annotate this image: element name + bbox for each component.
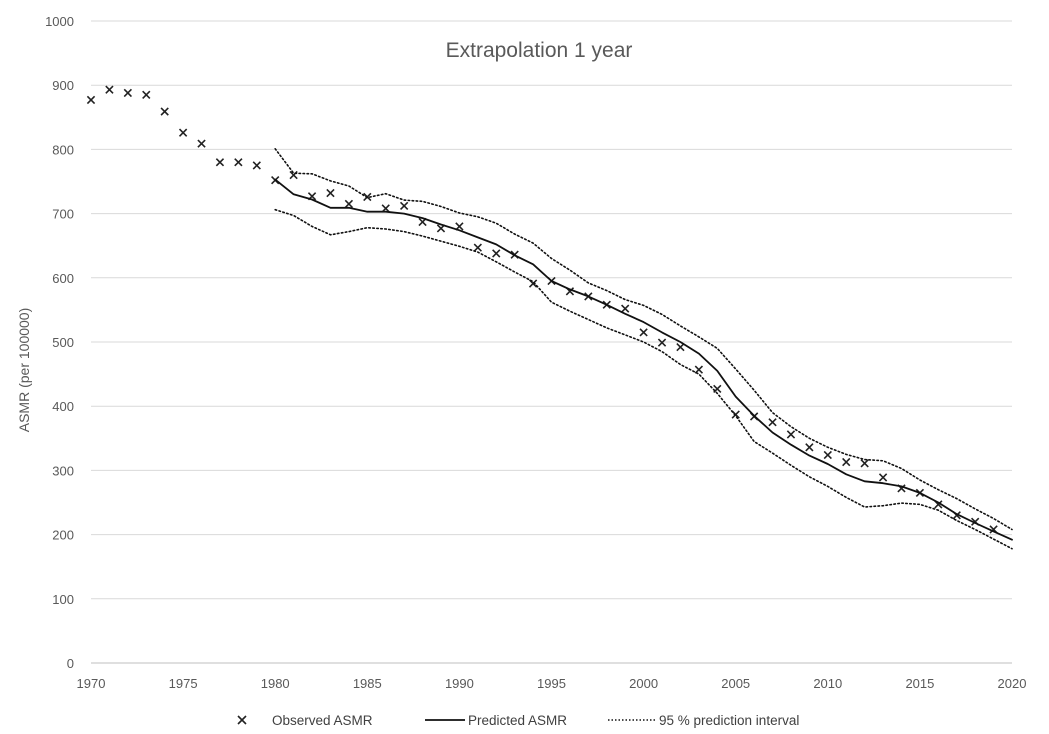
x-tick-label: 2010 — [813, 676, 842, 691]
x-tick-label: 1980 — [261, 676, 290, 691]
observed-point — [123, 88, 133, 98]
x-tick-label: 2000 — [629, 676, 658, 691]
y-tick-label: 400 — [52, 399, 74, 414]
y-axis-ticks: 0 100 200 300 400 500 600 700 800 900 1000 — [45, 14, 74, 671]
observed-point — [639, 328, 648, 337]
y-tick-label: 500 — [52, 335, 74, 350]
observed-point — [805, 443, 814, 452]
observed-point — [676, 342, 685, 352]
x-tick-label: 1995 — [537, 676, 566, 691]
y-tick-label: 800 — [52, 142, 74, 157]
series-prediction-interval-lower — [274, 208, 1013, 550]
observed-point — [178, 128, 188, 137]
observed-point — [197, 139, 206, 148]
observed-point — [344, 199, 354, 209]
legend-label-interval: 95 % prediction interval — [659, 713, 799, 728]
observed-point — [142, 90, 151, 99]
observed-point — [657, 338, 667, 347]
observed-point — [621, 304, 630, 313]
x-tick-label: 1975 — [169, 676, 198, 691]
observed-point — [473, 243, 482, 252]
y-axis-title: ASMR (per 100000) — [16, 308, 32, 433]
x-tick-label: 1990 — [445, 676, 474, 691]
x-axis-ticks: 1970 1975 1980 1985 1990 1995 2000 2005 2010 2015… — [77, 676, 1027, 691]
observed-point — [842, 457, 851, 467]
y-tick-label: 900 — [52, 78, 74, 93]
y-tick-label: 200 — [52, 528, 74, 543]
observed-point — [399, 201, 409, 211]
y-tick-label: 1000 — [45, 14, 74, 29]
gridlines — [91, 20, 1012, 600]
y-tick-label: 300 — [52, 463, 74, 478]
legend-marker-observed — [237, 715, 247, 725]
observed-point — [105, 85, 114, 94]
observed-point — [86, 95, 96, 105]
observed-point — [160, 107, 169, 116]
observed-point — [823, 450, 832, 460]
legend: Observed ASMR Predicted ASMR 95 % predic… — [237, 713, 799, 728]
observed-point — [492, 249, 501, 258]
series-prediction-interval-upper — [274, 148, 1013, 531]
observed-point — [326, 188, 335, 198]
observed-point — [252, 161, 261, 170]
x-tick-label: 2020 — [998, 676, 1027, 691]
y-tick-label: 0 — [67, 656, 74, 671]
x-tick-label: 2015 — [905, 676, 934, 691]
y-tick-label: 700 — [52, 207, 74, 222]
observed-point — [878, 473, 888, 482]
x-tick-label: 1985 — [353, 676, 382, 691]
legend-label-predicted: Predicted ASMR — [468, 713, 567, 728]
y-tick-label: 100 — [52, 592, 74, 607]
observed-point — [215, 158, 225, 167]
x-tick-label: 1970 — [77, 676, 106, 691]
x-tick-label: 2005 — [721, 676, 750, 691]
series-layer — [86, 85, 1013, 550]
series-predicted-asmr — [274, 178, 1013, 541]
observed-point — [694, 365, 704, 374]
observed-point — [860, 459, 869, 468]
observed-point — [768, 418, 777, 427]
observed-point — [234, 158, 243, 167]
observed-point — [786, 430, 796, 439]
legend-label-observed: Observed ASMR — [272, 713, 373, 728]
chart-title: Extrapolation 1 year — [446, 39, 633, 62]
y-tick-label: 600 — [52, 271, 74, 286]
